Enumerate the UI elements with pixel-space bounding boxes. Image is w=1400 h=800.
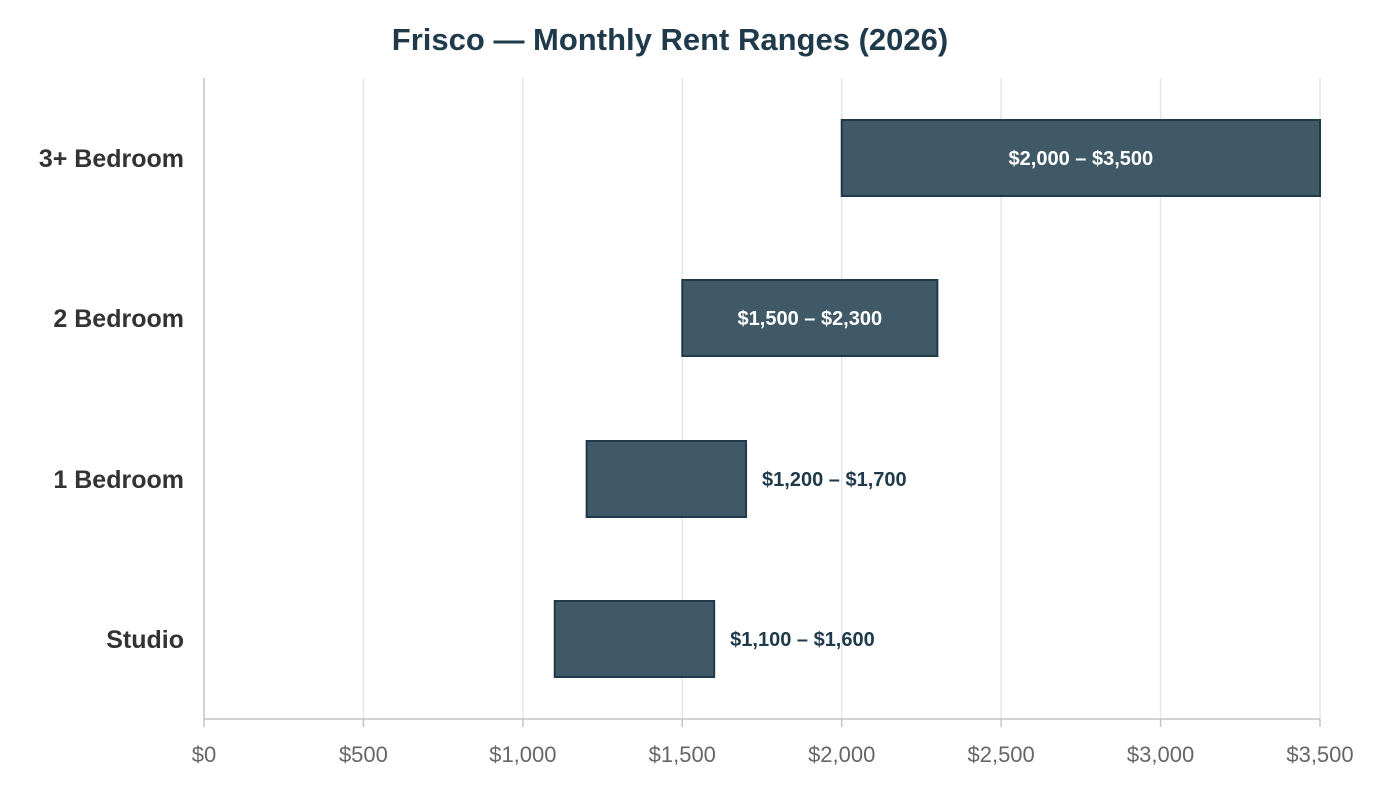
range-label: $2,000 – $3,500 bbox=[1009, 148, 1154, 170]
category-labels: 3+ Bedroom 2 Bedroom 1 Bedroom Studio bbox=[39, 145, 184, 654]
x-tick-label: $500 bbox=[339, 742, 388, 767]
category-label: 1 Bedroom bbox=[53, 466, 184, 494]
category-label: 3+ Bedroom bbox=[39, 145, 184, 173]
range-bar bbox=[553, 600, 716, 678]
x-tick-label: $2,500 bbox=[967, 742, 1034, 767]
x-tick-label: $3,000 bbox=[1127, 742, 1194, 767]
chart-title: Frisco — Monthly Rent Ranges (2026) bbox=[392, 22, 948, 57]
category-label: Studio bbox=[106, 626, 184, 654]
range-label: $1,200 – $1,700 bbox=[762, 469, 907, 491]
range-bar bbox=[681, 279, 939, 357]
range-label: $1,100 – $1,600 bbox=[730, 629, 875, 651]
x-tick-label: $1,000 bbox=[489, 742, 556, 767]
range-bar bbox=[585, 440, 748, 518]
range-bars bbox=[553, 119, 1321, 678]
x-tick-label: $3,500 bbox=[1286, 742, 1353, 767]
range-label: $1,500 – $2,300 bbox=[738, 308, 883, 330]
x-axis: $0 $500 $1,000 $1,500 $2,000 $2,500 $3,000 $3,5… bbox=[192, 78, 1354, 767]
x-tick-label: $0 bbox=[192, 742, 216, 767]
x-tick-label: $2,000 bbox=[808, 742, 875, 767]
x-tick-label: $1,500 bbox=[649, 742, 716, 767]
data-labels: $2,000 – $3,500 $1,500 – $2,300 $1,200 – $… bbox=[730, 148, 1153, 651]
category-label: 2 Bedroom bbox=[53, 305, 184, 333]
range-bar bbox=[840, 119, 1321, 197]
